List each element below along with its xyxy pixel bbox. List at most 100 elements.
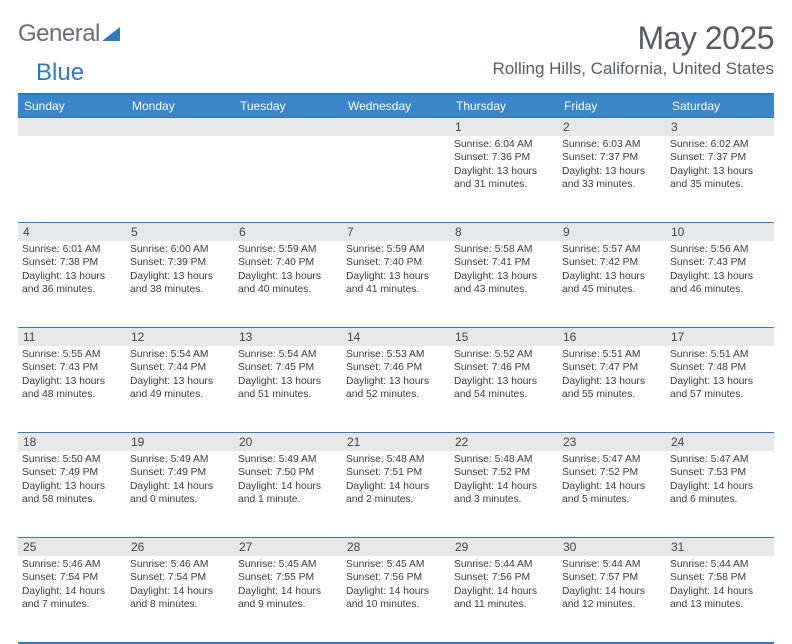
daylight-text: Daylight: 14 hours and 2 minutes. xyxy=(346,480,446,507)
day-cell: Sunrise: 5:45 AMSunset: 7:55 PMDaylight:… xyxy=(234,556,342,642)
weekday-monday: Monday xyxy=(126,95,234,117)
day-cell: Sunrise: 5:47 AMSunset: 7:53 PMDaylight:… xyxy=(666,451,774,537)
sunset-text: Sunset: 7:52 PM xyxy=(562,466,662,479)
sunrise-text: Sunrise: 5:50 AM xyxy=(22,453,122,466)
daylight-text: Daylight: 13 hours and 54 minutes. xyxy=(454,375,554,402)
sunrise-text: Sunrise: 5:59 AM xyxy=(346,243,446,256)
day-cell: Sunrise: 5:44 AMSunset: 7:58 PMDaylight:… xyxy=(666,556,774,642)
day-cell: Sunrise: 5:51 AMSunset: 7:47 PMDaylight:… xyxy=(558,346,666,432)
day-number: 16 xyxy=(558,328,666,346)
day-cell xyxy=(234,136,342,222)
daylight-text: Daylight: 13 hours and 43 minutes. xyxy=(454,270,554,297)
day-number xyxy=(126,118,234,136)
day-cell: Sunrise: 5:48 AMSunset: 7:52 PMDaylight:… xyxy=(450,451,558,537)
sunset-text: Sunset: 7:53 PM xyxy=(670,466,770,479)
day-cell: Sunrise: 5:46 AMSunset: 7:54 PMDaylight:… xyxy=(18,556,126,642)
sunset-text: Sunset: 7:45 PM xyxy=(238,361,338,374)
daylight-text: Daylight: 13 hours and 58 minutes. xyxy=(22,480,122,507)
day-number: 21 xyxy=(342,433,450,451)
weekday-saturday: Saturday xyxy=(666,95,774,117)
sunset-text: Sunset: 7:56 PM xyxy=(454,571,554,584)
sunrise-text: Sunrise: 5:48 AM xyxy=(346,453,446,466)
day-cell: Sunrise: 5:52 AMSunset: 7:46 PMDaylight:… xyxy=(450,346,558,432)
sunset-text: Sunset: 7:54 PM xyxy=(130,571,230,584)
day-cell xyxy=(126,136,234,222)
day-number: 20 xyxy=(234,433,342,451)
day-cell: Sunrise: 5:49 AMSunset: 7:50 PMDaylight:… xyxy=(234,451,342,537)
sunset-text: Sunset: 7:55 PM xyxy=(238,571,338,584)
day-cell: Sunrise: 5:54 AMSunset: 7:44 PMDaylight:… xyxy=(126,346,234,432)
day-cell: Sunrise: 5:45 AMSunset: 7:56 PMDaylight:… xyxy=(342,556,450,642)
day-cell: Sunrise: 5:59 AMSunset: 7:40 PMDaylight:… xyxy=(234,241,342,327)
daylight-text: Daylight: 13 hours and 48 minutes. xyxy=(22,375,122,402)
page-title: May 2025 xyxy=(492,20,774,57)
sunset-text: Sunset: 7:37 PM xyxy=(562,151,662,164)
sunrise-text: Sunrise: 6:01 AM xyxy=(22,243,122,256)
daylight-text: Daylight: 13 hours and 45 minutes. xyxy=(562,270,662,297)
daylight-text: Daylight: 14 hours and 5 minutes. xyxy=(562,480,662,507)
daylight-text: Daylight: 14 hours and 7 minutes. xyxy=(22,585,122,612)
sunset-text: Sunset: 7:37 PM xyxy=(670,151,770,164)
sunset-text: Sunset: 7:43 PM xyxy=(22,361,122,374)
daylight-text: Daylight: 13 hours and 36 minutes. xyxy=(22,270,122,297)
sunset-text: Sunset: 7:46 PM xyxy=(454,361,554,374)
sunrise-text: Sunrise: 5:58 AM xyxy=(454,243,554,256)
week-row: Sunrise: 5:55 AMSunset: 7:43 PMDaylight:… xyxy=(18,346,774,432)
daylight-text: Daylight: 14 hours and 10 minutes. xyxy=(346,585,446,612)
sunset-text: Sunset: 7:52 PM xyxy=(454,466,554,479)
day-number xyxy=(234,118,342,136)
sunrise-text: Sunrise: 5:46 AM xyxy=(130,558,230,571)
day-cell: Sunrise: 5:50 AMSunset: 7:49 PMDaylight:… xyxy=(18,451,126,537)
day-number: 7 xyxy=(342,223,450,241)
daylight-text: Daylight: 13 hours and 57 minutes. xyxy=(670,375,770,402)
weekday-thursday: Thursday xyxy=(450,95,558,117)
day-number: 15 xyxy=(450,328,558,346)
sunrise-text: Sunrise: 5:44 AM xyxy=(562,558,662,571)
day-cell: Sunrise: 5:56 AMSunset: 7:43 PMDaylight:… xyxy=(666,241,774,327)
sunset-text: Sunset: 7:56 PM xyxy=(346,571,446,584)
sunrise-text: Sunrise: 5:59 AM xyxy=(238,243,338,256)
week-row: Sunrise: 5:50 AMSunset: 7:49 PMDaylight:… xyxy=(18,451,774,537)
daylight-text: Daylight: 13 hours and 41 minutes. xyxy=(346,270,446,297)
sunrise-text: Sunrise: 5:52 AM xyxy=(454,348,554,361)
day-cell: Sunrise: 5:44 AMSunset: 7:56 PMDaylight:… xyxy=(450,556,558,642)
daynum-row: 25262728293031 xyxy=(18,537,774,556)
day-number: 29 xyxy=(450,538,558,556)
sunrise-text: Sunrise: 5:44 AM xyxy=(670,558,770,571)
day-cell: Sunrise: 6:01 AMSunset: 7:38 PMDaylight:… xyxy=(18,241,126,327)
sunrise-text: Sunrise: 5:49 AM xyxy=(238,453,338,466)
daylight-text: Daylight: 13 hours and 52 minutes. xyxy=(346,375,446,402)
sunset-text: Sunset: 7:41 PM xyxy=(454,256,554,269)
sunrise-text: Sunrise: 5:49 AM xyxy=(130,453,230,466)
weekday-friday: Friday xyxy=(558,95,666,117)
day-cell: Sunrise: 5:57 AMSunset: 7:42 PMDaylight:… xyxy=(558,241,666,327)
logo-triangle-icon xyxy=(102,27,120,41)
daynum-row: 45678910 xyxy=(18,222,774,241)
day-cell: Sunrise: 5:51 AMSunset: 7:48 PMDaylight:… xyxy=(666,346,774,432)
day-number: 9 xyxy=(558,223,666,241)
day-number: 19 xyxy=(126,433,234,451)
daylight-text: Daylight: 13 hours and 49 minutes. xyxy=(130,375,230,402)
sunrise-text: Sunrise: 6:04 AM xyxy=(454,138,554,151)
day-cell: Sunrise: 6:02 AMSunset: 7:37 PMDaylight:… xyxy=(666,136,774,222)
weekday-header-row: SundayMondayTuesdayWednesdayThursdayFrid… xyxy=(18,95,774,117)
day-number: 1 xyxy=(450,118,558,136)
sunrise-text: Sunrise: 5:48 AM xyxy=(454,453,554,466)
day-number: 10 xyxy=(666,223,774,241)
sunset-text: Sunset: 7:48 PM xyxy=(670,361,770,374)
week-row: Sunrise: 5:46 AMSunset: 7:54 PMDaylight:… xyxy=(18,556,774,642)
day-cell: Sunrise: 5:58 AMSunset: 7:41 PMDaylight:… xyxy=(450,241,558,327)
sunrise-text: Sunrise: 5:56 AM xyxy=(670,243,770,256)
sunrise-text: Sunrise: 6:00 AM xyxy=(130,243,230,256)
sunset-text: Sunset: 7:49 PM xyxy=(22,466,122,479)
day-number: 25 xyxy=(18,538,126,556)
sunset-text: Sunset: 7:36 PM xyxy=(454,151,554,164)
day-cell: Sunrise: 5:59 AMSunset: 7:40 PMDaylight:… xyxy=(342,241,450,327)
day-number: 6 xyxy=(234,223,342,241)
day-number: 13 xyxy=(234,328,342,346)
day-number: 14 xyxy=(342,328,450,346)
day-number: 27 xyxy=(234,538,342,556)
sunset-text: Sunset: 7:54 PM xyxy=(22,571,122,584)
daylight-text: Daylight: 14 hours and 8 minutes. xyxy=(130,585,230,612)
daylight-text: Daylight: 13 hours and 38 minutes. xyxy=(130,270,230,297)
